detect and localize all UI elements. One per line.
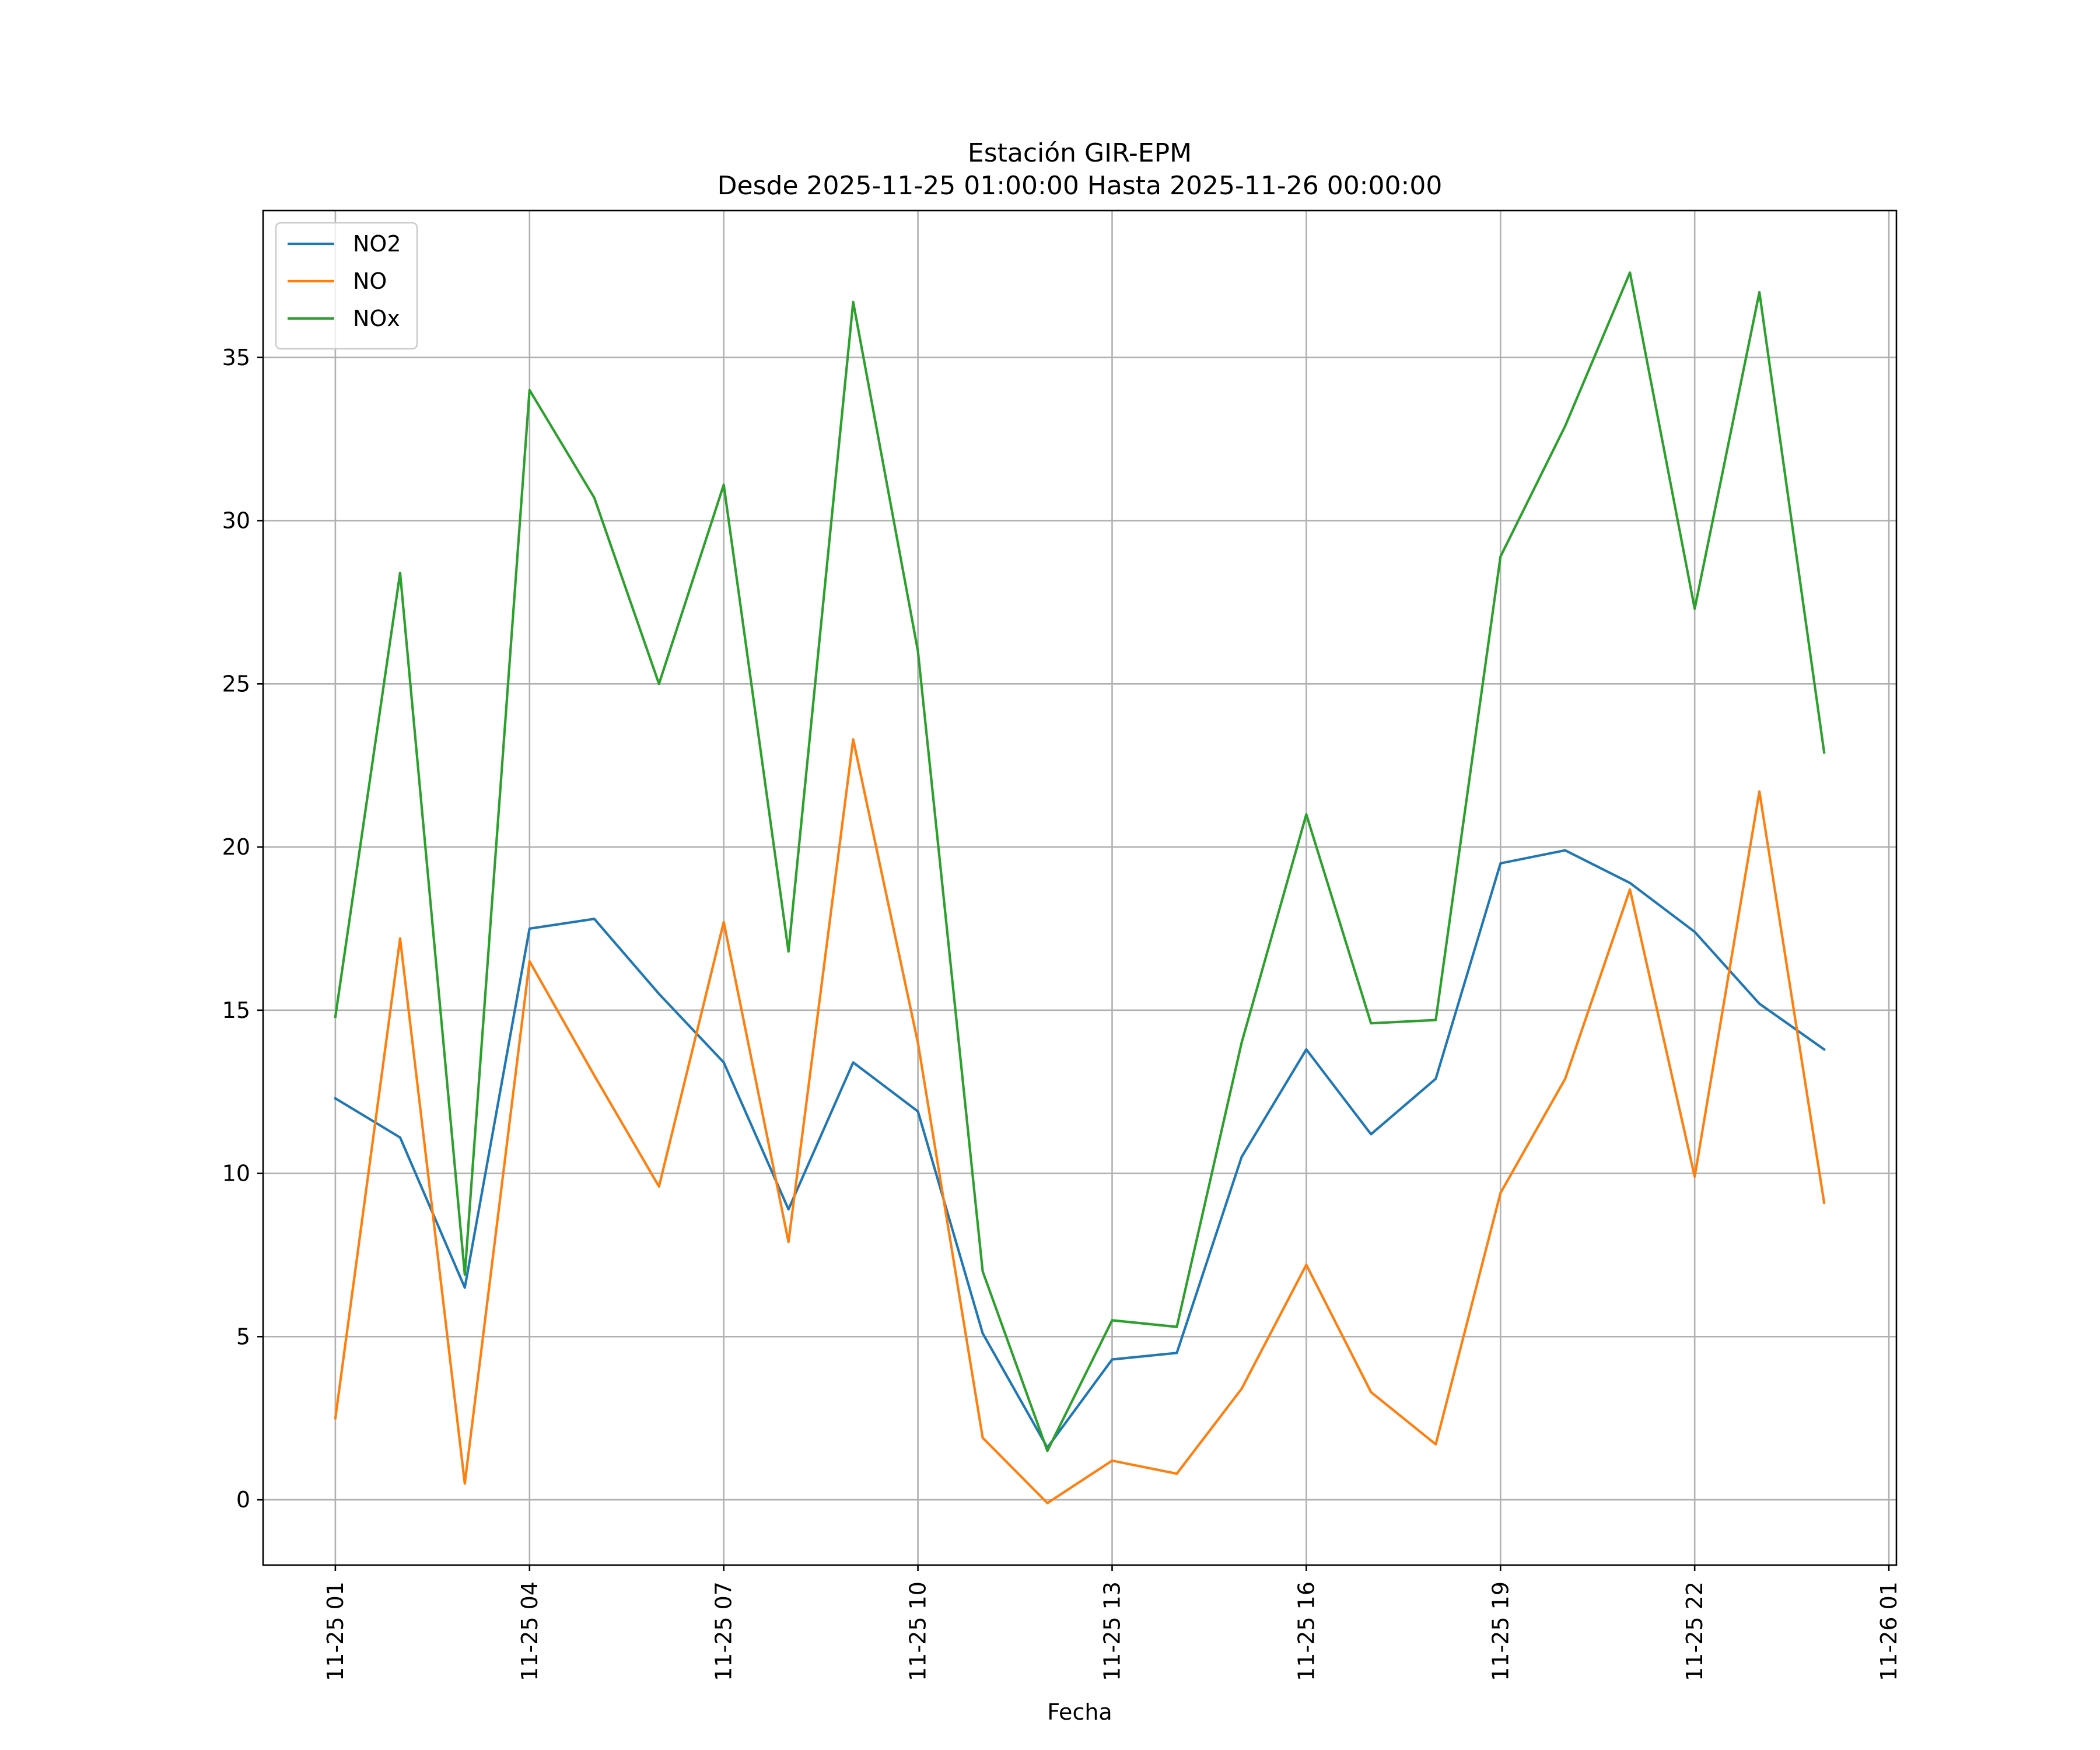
chart-title: Estación GIR-EPM	[968, 138, 1192, 168]
y-tick-label: 5	[236, 1324, 250, 1349]
x-tick-label: 11-25 19	[1488, 1581, 1513, 1681]
x-tick-label: 11-25 16	[1293, 1581, 1319, 1681]
chart-subtitle: Desde 2025-11-25 01:00:00 Hasta 2025-11-…	[718, 171, 1443, 201]
y-tick-label: 0	[236, 1487, 250, 1513]
y-tick-label: 10	[222, 1161, 250, 1186]
y-tick-label: 15	[222, 998, 250, 1023]
x-tick-label: 11-25 04	[517, 1581, 542, 1681]
x-tick-label: 11-25 07	[711, 1581, 737, 1681]
legend-label-nox: NOx	[353, 306, 400, 331]
y-tick-label: 35	[222, 345, 250, 370]
legend: NO2 NO NOx	[275, 222, 418, 350]
x-tick-label: 11-25 10	[905, 1581, 931, 1681]
x-tick-label: 11-25 13	[1099, 1581, 1125, 1681]
y-tick-label: 20	[222, 834, 250, 860]
plot-frame	[262, 209, 1898, 1566]
x-tick-label: 11-26 01	[1876, 1581, 1902, 1681]
x-tick-label: 11-25 22	[1682, 1581, 1707, 1681]
y-tick-label: 25	[222, 671, 250, 696]
series-lines	[334, 271, 1826, 1504]
x-axis-label: Fecha	[1047, 1699, 1112, 1725]
series-line-no	[334, 738, 1826, 1504]
x-tick-label: 11-25 01	[323, 1581, 348, 1681]
y-tick-label: 30	[222, 508, 250, 534]
series-line-no2	[334, 849, 1826, 1449]
series-line-nox	[334, 271, 1826, 1452]
axis-ticks: 0 5 10 15 20 25 30 35 11-25 01 11-25 04 11-25 07 11…	[222, 345, 1902, 1681]
grid-lines	[263, 211, 1896, 1565]
legend-label-no: NO	[353, 268, 387, 294]
legend-label-no2: NO2	[353, 231, 401, 257]
